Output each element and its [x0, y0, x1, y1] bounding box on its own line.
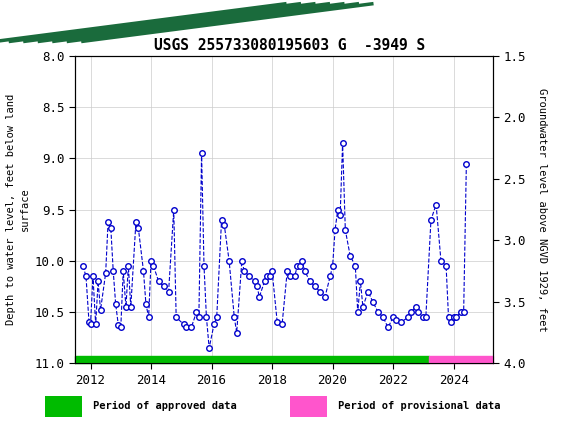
- Y-axis label: Groundwater level above NGVD 1929, feet: Groundwater level above NGVD 1929, feet: [537, 88, 547, 332]
- Text: Period of approved data: Period of approved data: [93, 401, 236, 412]
- Text: Period of provisional data: Period of provisional data: [338, 401, 501, 412]
- Y-axis label: Depth to water level, feet below land
surface: Depth to water level, feet below land su…: [6, 94, 30, 325]
- Text: USGS 255733080195603 G  -3949 S: USGS 255733080195603 G -3949 S: [154, 38, 426, 53]
- Text: USGS: USGS: [24, 16, 63, 29]
- Bar: [45, 396, 82, 417]
- Bar: [429, 356, 493, 363]
- Bar: [6, 3, 81, 42]
- Bar: [75, 356, 429, 363]
- Bar: [290, 396, 327, 417]
